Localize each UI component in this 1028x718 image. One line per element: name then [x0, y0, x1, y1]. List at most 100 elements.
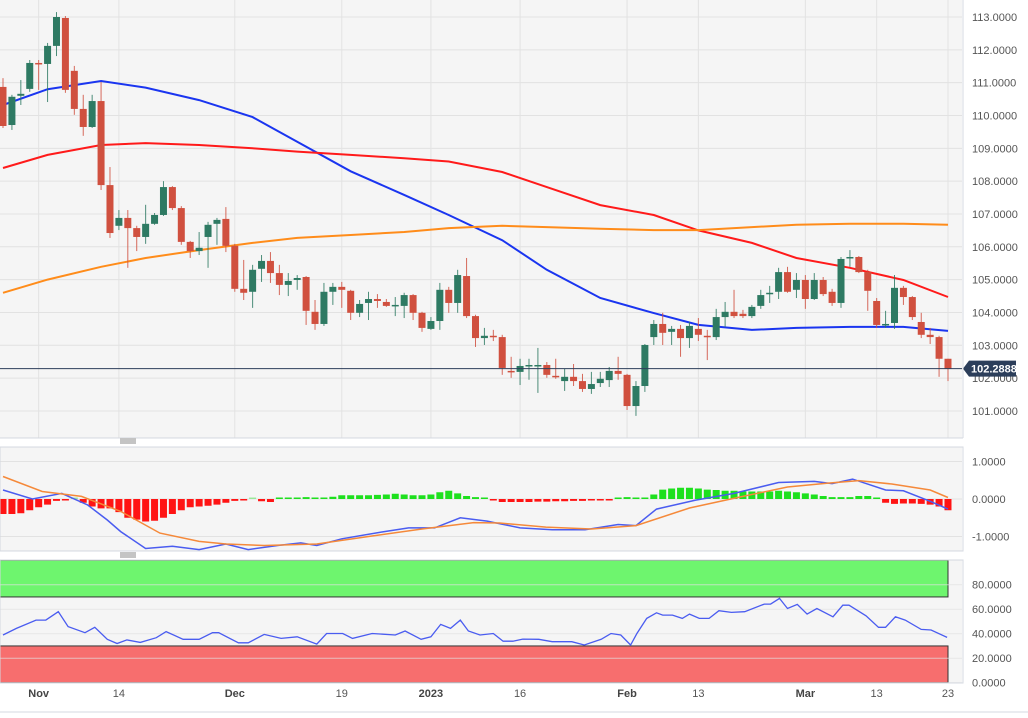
- x-axis: Nov 14 Dec 19 2023 16 Feb 13 Mar 13 23: [0, 688, 1028, 713]
- macd-histogram-bar: [284, 497, 292, 499]
- price-panel[interactable]: 113.0000 112.0000 111.0000 110.0000 109.0000…: [0, 0, 1018, 683]
- macd-y-tick-label: -1.0000: [972, 532, 1009, 544]
- macd-histogram-bar: [0, 499, 7, 514]
- candle: [302, 276, 310, 325]
- candle-body: [151, 214, 159, 224]
- macd-histogram-bar: [445, 490, 453, 499]
- candle-body: [142, 223, 150, 237]
- macd-histogram-bar: [685, 487, 693, 499]
- candle: [391, 297, 399, 317]
- macd-panel[interactable]: 1.0000 0.0000 -1.0000: [0, 446, 1009, 552]
- macd-histogram-bar: [846, 497, 854, 499]
- rsi-panel[interactable]: 80.0000 60.0000 40.0000 20.0000 0.0000: [0, 559, 1012, 690]
- candle: [35, 60, 43, 90]
- candle-body: [79, 108, 87, 127]
- x-tick-label: 13: [871, 688, 883, 700]
- candle: [133, 225, 141, 252]
- candle-body: [463, 276, 471, 317]
- candle-body: [561, 376, 569, 382]
- candle: [668, 325, 676, 345]
- candle: [712, 308, 720, 341]
- price-plot-area[interactable]: [0, 0, 962, 438]
- candle: [159, 181, 167, 216]
- candle-body: [614, 370, 622, 374]
- candle: [0, 78, 7, 128]
- last-price-label: 102.2888: [971, 364, 1017, 376]
- macd-histogram-bar: [498, 499, 506, 502]
- candle: [543, 362, 551, 378]
- moving-average-100-line: [2, 142, 949, 298]
- y-tick-label: 112.0000: [972, 45, 1017, 57]
- candle-body: [231, 245, 239, 289]
- candle-body: [266, 260, 274, 274]
- candle: [17, 80, 25, 105]
- candle-body: [88, 101, 96, 127]
- candle-body: [632, 386, 640, 407]
- macd-histogram-bar: [525, 499, 533, 502]
- candle-body: [418, 312, 426, 328]
- macd-histogram-bar: [329, 496, 337, 499]
- macd-resize-handle[interactable]: [120, 438, 136, 444]
- candle-body: [801, 279, 809, 300]
- macd-histogram-bar: [293, 497, 301, 499]
- y-tick-label: 104.0000: [972, 307, 1018, 319]
- macd-histogram-bar: [891, 499, 898, 504]
- candle: [44, 42, 52, 103]
- macd-histogram-bar: [694, 488, 702, 499]
- candle-body: [837, 258, 845, 303]
- candle-body: [677, 328, 685, 339]
- candle: [213, 217, 221, 245]
- x-tick-label: 13: [692, 688, 704, 700]
- candle: [106, 167, 114, 238]
- macd-histogram-bar: [26, 499, 34, 511]
- candle: [463, 257, 471, 319]
- candle: [801, 275, 809, 309]
- macd-histogram-bar: [730, 490, 738, 499]
- macd-histogram-bar: [177, 499, 185, 511]
- candle: [70, 65, 78, 115]
- macd-histogram-bar: [552, 499, 560, 502]
- candle-body: [133, 228, 141, 237]
- candle-body: [240, 288, 248, 293]
- candle-body: [391, 304, 399, 307]
- candle-body: [471, 316, 479, 339]
- macd-histogram-bar: [52, 499, 60, 501]
- candle: [142, 204, 150, 244]
- macd-histogram-bar: [864, 496, 872, 499]
- candle: [873, 298, 881, 328]
- candle: [293, 275, 301, 290]
- candle: [757, 289, 765, 309]
- candle-body: [35, 62, 43, 65]
- candle: [828, 288, 836, 306]
- candle-body: [810, 279, 818, 300]
- candle: [26, 60, 34, 92]
- macd-histogram-bar: [409, 495, 417, 499]
- candle: [784, 266, 792, 293]
- candle-body: [534, 364, 542, 367]
- candle-body: [570, 376, 578, 382]
- macd-histogram-bar: [373, 494, 381, 499]
- macd-histogram-bar: [810, 494, 818, 499]
- candle-body: [721, 311, 729, 318]
- candle-body: [489, 335, 497, 338]
- macd-histogram-bar: [587, 499, 595, 501]
- candle-body: [507, 370, 515, 373]
- candle-body: [249, 269, 257, 292]
- macd-histogram-bar: [44, 499, 52, 505]
- macd-histogram-bar: [819, 496, 827, 499]
- candle-body: [926, 334, 934, 338]
- macd-histogram-bar: [17, 499, 25, 514]
- macd-histogram-bar: [784, 491, 792, 499]
- candle-body: [899, 287, 907, 298]
- candle: [855, 256, 863, 274]
- candle: [97, 82, 105, 191]
- candle: [650, 320, 658, 345]
- candle-body: [748, 306, 756, 317]
- candle-body: [373, 299, 381, 301]
- candle: [249, 264, 257, 308]
- candle: [320, 282, 328, 326]
- candle: [944, 358, 952, 382]
- macd-histogram-bar: [632, 497, 640, 499]
- rsi-resize-handle[interactable]: [120, 552, 136, 558]
